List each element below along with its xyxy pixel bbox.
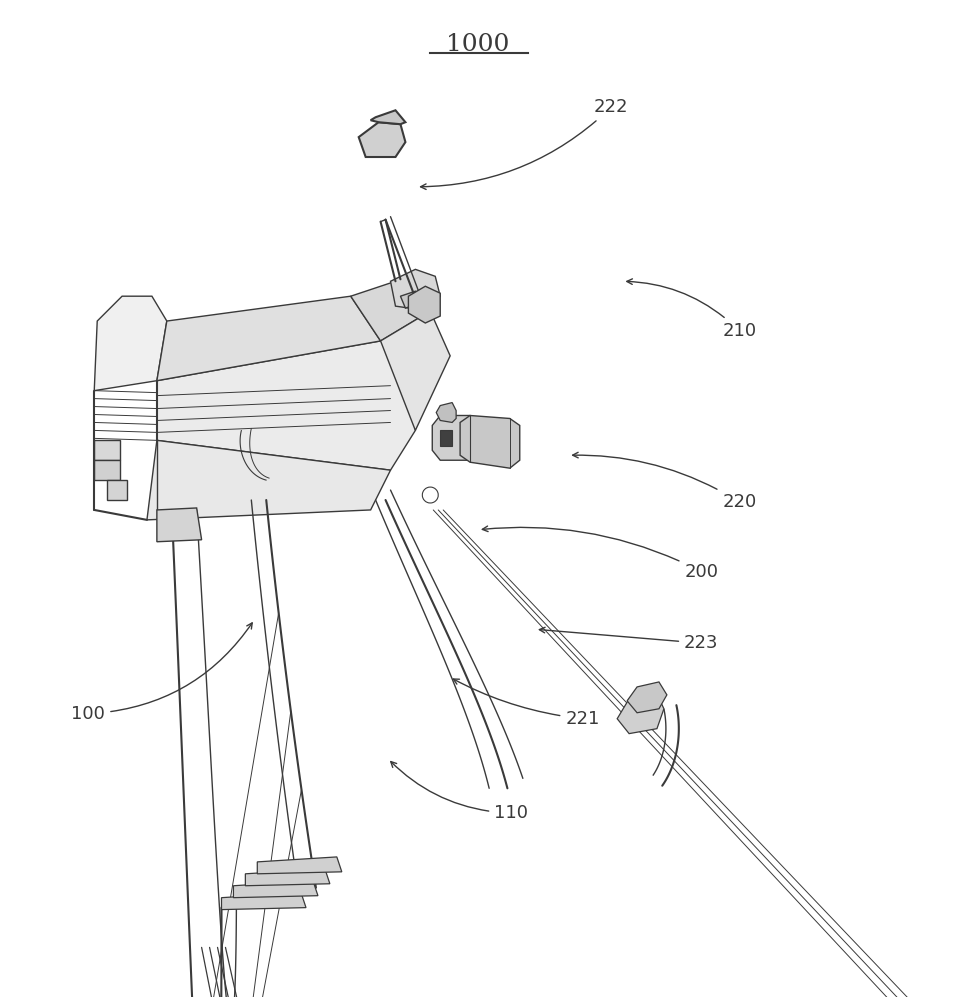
Polygon shape [222, 893, 306, 910]
Polygon shape [107, 480, 127, 500]
Text: 110: 110 [391, 762, 529, 822]
Polygon shape [408, 286, 440, 323]
Polygon shape [246, 869, 330, 886]
Polygon shape [371, 110, 405, 124]
Polygon shape [460, 415, 520, 468]
Polygon shape [233, 881, 318, 898]
Text: 221: 221 [453, 679, 599, 728]
Polygon shape [401, 291, 421, 308]
Polygon shape [390, 269, 440, 311]
Polygon shape [147, 440, 390, 520]
Polygon shape [95, 460, 120, 480]
Text: 222: 222 [421, 98, 628, 189]
Text: 210: 210 [627, 279, 756, 340]
Polygon shape [157, 341, 415, 470]
Polygon shape [440, 430, 452, 446]
Text: 1000: 1000 [446, 33, 510, 56]
Text: 200: 200 [483, 526, 718, 581]
Polygon shape [351, 281, 430, 341]
Polygon shape [257, 857, 342, 874]
Polygon shape [380, 311, 450, 430]
Polygon shape [618, 694, 663, 734]
Text: 100: 100 [72, 623, 252, 723]
Polygon shape [157, 296, 380, 381]
Text: 220: 220 [573, 452, 756, 511]
Polygon shape [432, 415, 478, 460]
Text: 223: 223 [539, 627, 719, 652]
Polygon shape [95, 440, 120, 460]
Polygon shape [436, 403, 456, 422]
Polygon shape [157, 508, 202, 542]
Polygon shape [358, 122, 405, 157]
Polygon shape [627, 682, 667, 713]
Polygon shape [95, 296, 166, 391]
